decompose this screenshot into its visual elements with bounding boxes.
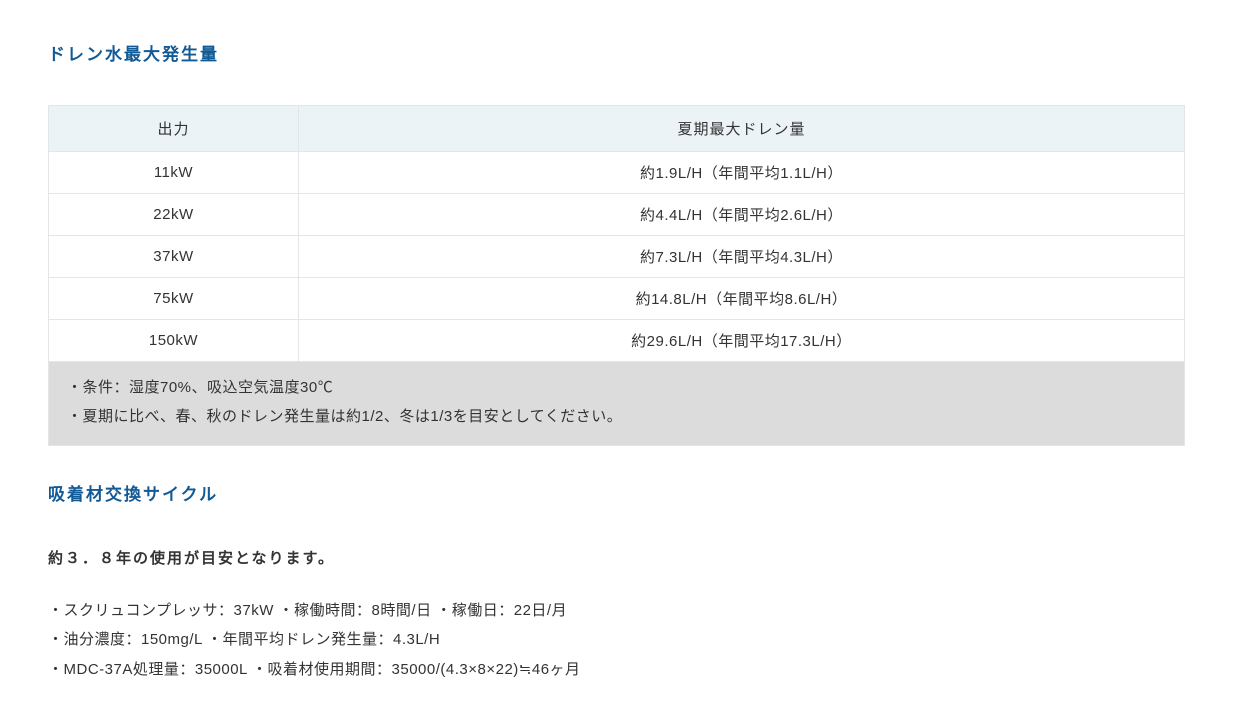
drain-output: 37kW: [49, 236, 299, 278]
drain-notes: ・条件：湿度70%、吸込空気温度30℃ ・夏期に比べ、春、秋のドレン発生量は約1…: [48, 362, 1185, 446]
absorbent-detail-line: ・油分濃度：150mg/L ・年間平均ドレン発生量：4.3L/H: [48, 625, 1185, 654]
drain-output: 75kW: [49, 278, 299, 320]
drain-note-line: ・夏期に比べ、春、秋のドレン発生量は約1/2、冬は1/3を目安としてください。: [67, 403, 1166, 432]
drain-output: 22kW: [49, 194, 299, 236]
drain-table-header-value: 夏期最大ドレン量: [298, 106, 1184, 152]
absorbent-details: ・スクリュコンプレッサ：37kW ・稼働時間：8時間/日 ・稼働日：22日/月 …: [48, 596, 1185, 684]
table-row: 11kW 約1.9L/H（年間平均1.1L/H）: [49, 152, 1185, 194]
absorbent-detail-line: ・MDC-37A処理量：35000L ・吸着材使用期間：35000/(4.3×8…: [48, 655, 1185, 684]
section-title-absorbent-cycle: 吸着材交換サイクル: [48, 480, 1185, 505]
table-row: 150kW 約29.6L/H（年間平均17.3L/H）: [49, 320, 1185, 362]
drain-output: 11kW: [49, 152, 299, 194]
drain-table-header-output: 出力: [49, 106, 299, 152]
drain-value: 約14.8L/H（年間平均8.6L/H）: [298, 278, 1184, 320]
absorbent-subhead: 約３．８年の使用が目安となります。: [48, 547, 1185, 568]
table-row: 75kW 約14.8L/H（年間平均8.6L/H）: [49, 278, 1185, 320]
drain-value: 約7.3L/H（年間平均4.3L/H）: [298, 236, 1184, 278]
drain-note-line: ・条件：湿度70%、吸込空気温度30℃: [67, 374, 1166, 403]
drain-value: 約29.6L/H（年間平均17.3L/H）: [298, 320, 1184, 362]
absorbent-detail-line: ・スクリュコンプレッサ：37kW ・稼働時間：8時間/日 ・稼働日：22日/月: [48, 596, 1185, 625]
drain-value: 約1.9L/H（年間平均1.1L/H）: [298, 152, 1184, 194]
drain-output: 150kW: [49, 320, 299, 362]
section-title-drain-max: ドレン水最大発生量: [48, 40, 1185, 65]
table-row: 37kW 約7.3L/H（年間平均4.3L/H）: [49, 236, 1185, 278]
table-row: 22kW 約4.4L/H（年間平均2.6L/H）: [49, 194, 1185, 236]
drain-table: 出力 夏期最大ドレン量 11kW 約1.9L/H（年間平均1.1L/H） 22k…: [48, 105, 1185, 362]
drain-value: 約4.4L/H（年間平均2.6L/H）: [298, 194, 1184, 236]
